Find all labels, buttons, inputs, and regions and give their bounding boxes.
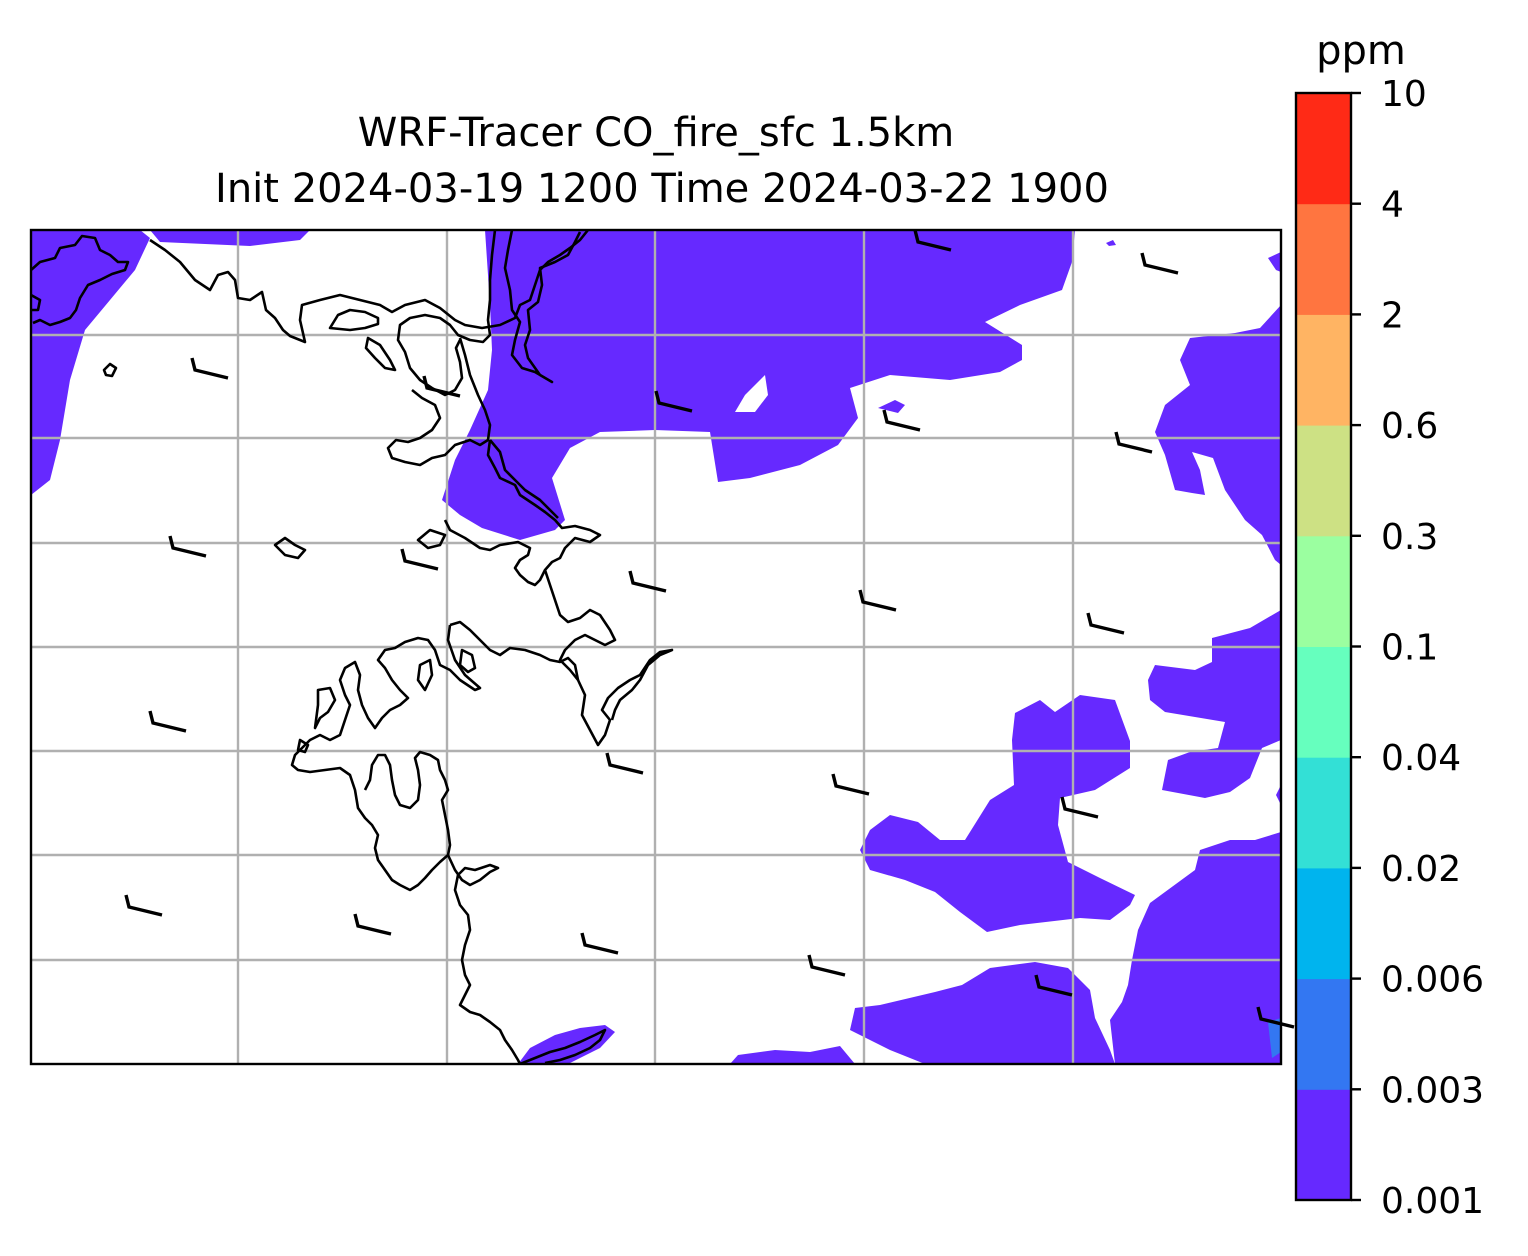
map-gridlines — [31, 230, 1281, 1064]
coastline-northwest — [31, 234, 130, 327]
tracer-hole — [735, 375, 768, 412]
wind-barb — [858, 589, 897, 612]
colorbar-tick-label: 0.02 — [1381, 849, 1461, 890]
colorbar-segment — [1296, 425, 1351, 537]
colorbar-tick-label: 0.006 — [1381, 960, 1484, 1001]
tracer-region-dot — [1106, 240, 1116, 246]
coastline-central-land — [449, 620, 580, 681]
colorbar-segment — [1296, 314, 1351, 426]
coastline-peninsula-2 — [386, 337, 492, 467]
wind-barb — [1086, 612, 1125, 635]
colorbar-segment — [1296, 203, 1351, 315]
tracer-region-east-upper — [1155, 252, 1281, 565]
colorbar-tick-label: 0.001 — [1381, 1181, 1484, 1222]
colorbar-segment — [1296, 1089, 1351, 1201]
wind-barb — [605, 752, 644, 775]
tracer-region-south-small — [730, 1046, 855, 1064]
colorbar-segments — [1296, 93, 1351, 1201]
coastline-island-a — [364, 336, 397, 372]
wind-barb — [1034, 974, 1073, 997]
coastline-inner-islets — [296, 648, 477, 754]
coastline-island-c — [273, 536, 307, 560]
coastline-southwest-large — [290, 624, 482, 892]
title-line-1: WRF-Tracer CO_fire_sfc 1.5km — [358, 110, 955, 156]
coastline-south-chain — [543, 569, 674, 747]
tracer-region-southeast — [860, 695, 1135, 932]
wind-barb — [124, 894, 163, 917]
wind-barb — [1114, 431, 1153, 454]
colorbar-segment — [1296, 757, 1351, 869]
coastline-south-bay — [519, 1028, 607, 1064]
map-frame — [29, 228, 1283, 1066]
tracer-region-small-edge-blue — [1268, 1018, 1281, 1058]
wind-barb — [628, 570, 667, 593]
wind-barb — [807, 954, 846, 977]
colorbar-tick-label: 0.1 — [1381, 628, 1438, 669]
colorbar-tick-label: 4 — [1381, 185, 1404, 226]
tracer-region-top-strip — [150, 230, 310, 246]
wind-barb — [580, 932, 619, 955]
coastline-south-strip — [446, 854, 522, 1064]
map-panel — [29, 228, 1295, 1066]
wind-barb — [168, 535, 207, 558]
wind-barb — [913, 229, 952, 252]
colorbar-ticks: 0.001 0.003 0.006 0.02 0.04 0.1 0.3 0.6 2 4 10 — [1351, 74, 1484, 1222]
colorbar-segment — [1296, 93, 1351, 205]
tracer-concentration-fill — [31, 230, 1281, 1064]
coastlines — [31, 230, 674, 1064]
tracer-region-south — [850, 962, 1115, 1064]
coastline-delta-inner — [489, 439, 559, 519]
coastline-island-d — [102, 362, 118, 378]
wind-barb — [400, 548, 439, 571]
tracer-region-small-patch — [878, 400, 905, 413]
wind-barb — [831, 773, 870, 796]
coastline-island-b — [416, 528, 447, 550]
colorbar: ppm 0.001 0.003 0.006 0.02 0.04 0.1 0.3 0.6 2 4 10 — [1294, 28, 1484, 1222]
wind-barb — [654, 390, 693, 413]
coastline-peninsula-1 — [328, 308, 380, 332]
wind-barb — [1140, 252, 1179, 275]
title-line-2: Init 2024-03-19 1200 Time 2024-03-22 190… — [215, 166, 1109, 212]
tracer-region-southeast-corner — [1110, 832, 1281, 1064]
coastline-delta — [443, 439, 602, 587]
tracer-region-northwest — [31, 230, 150, 495]
wind-barb — [353, 913, 392, 936]
colorbar-segment — [1296, 978, 1351, 1090]
colorbar-unit-label: ppm — [1316, 28, 1406, 74]
coastline-main-west — [149, 230, 590, 344]
wind-barbs — [124, 229, 1295, 1029]
colorbar-tick-label: 2 — [1381, 295, 1404, 336]
coastline-bay-inner — [396, 230, 497, 397]
wind-barb — [1256, 1006, 1295, 1029]
colorbar-segment — [1296, 867, 1351, 980]
wind-barb — [882, 409, 921, 432]
tracer-region-edge-sliver — [1276, 785, 1281, 805]
colorbar-tick-label: 0.003 — [1381, 1070, 1484, 1111]
wind-barb — [190, 357, 229, 380]
coastline-bay-channel — [503, 230, 582, 384]
colorbar-tick-label: 0.6 — [1381, 406, 1438, 447]
wind-barb — [148, 710, 187, 733]
colorbar-tick-label: 0.04 — [1381, 738, 1461, 779]
colorbar-tick-label: 10 — [1381, 74, 1427, 115]
colorbar-tick-label: 0.3 — [1381, 517, 1438, 558]
wind-barb — [422, 375, 461, 398]
colorbar-segment — [1296, 646, 1351, 758]
wind-barb — [1060, 796, 1099, 819]
colorbar-segment — [1296, 535, 1351, 647]
